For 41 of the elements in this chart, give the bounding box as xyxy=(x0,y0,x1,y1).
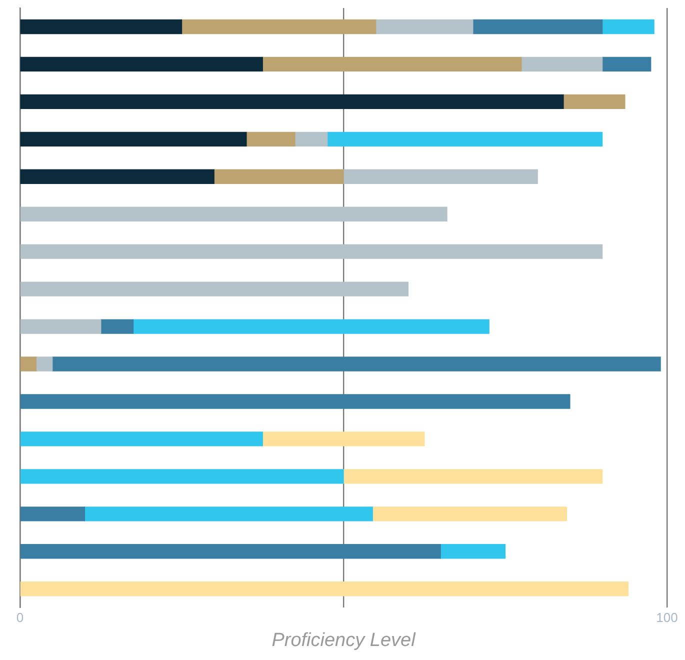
bar xyxy=(20,132,247,146)
bar xyxy=(20,432,263,446)
bar xyxy=(181,19,376,34)
bar xyxy=(521,56,603,72)
bar xyxy=(20,506,86,522)
bar xyxy=(343,469,603,484)
bar xyxy=(214,169,344,184)
bar xyxy=(20,169,214,184)
bar xyxy=(20,394,570,409)
bar xyxy=(20,469,344,484)
bar xyxy=(343,169,538,184)
bar xyxy=(372,506,568,522)
bar xyxy=(602,56,652,72)
bar xyxy=(132,319,490,334)
x-tick-label: 0 xyxy=(16,610,24,625)
x-axis-title: Proficiency Level xyxy=(272,630,416,651)
bar xyxy=(20,544,441,559)
bar xyxy=(36,356,53,372)
bar xyxy=(20,319,102,334)
bar xyxy=(294,132,328,146)
bar xyxy=(472,19,603,34)
bar xyxy=(246,132,296,146)
bar xyxy=(602,19,654,34)
bar xyxy=(52,356,661,372)
bar xyxy=(262,56,522,72)
bar xyxy=(440,544,506,559)
bar xyxy=(563,94,626,110)
x-tick-label: 100 xyxy=(656,610,678,625)
bar xyxy=(376,19,474,34)
bar xyxy=(20,356,37,372)
bar xyxy=(20,94,564,110)
bar xyxy=(20,582,629,596)
bar xyxy=(20,56,263,72)
bar xyxy=(20,282,409,296)
bar xyxy=(326,132,603,146)
bar xyxy=(84,506,373,522)
bar xyxy=(100,319,134,334)
bar xyxy=(20,244,603,259)
bar xyxy=(20,19,182,34)
bar xyxy=(20,206,448,222)
bar xyxy=(262,432,425,446)
